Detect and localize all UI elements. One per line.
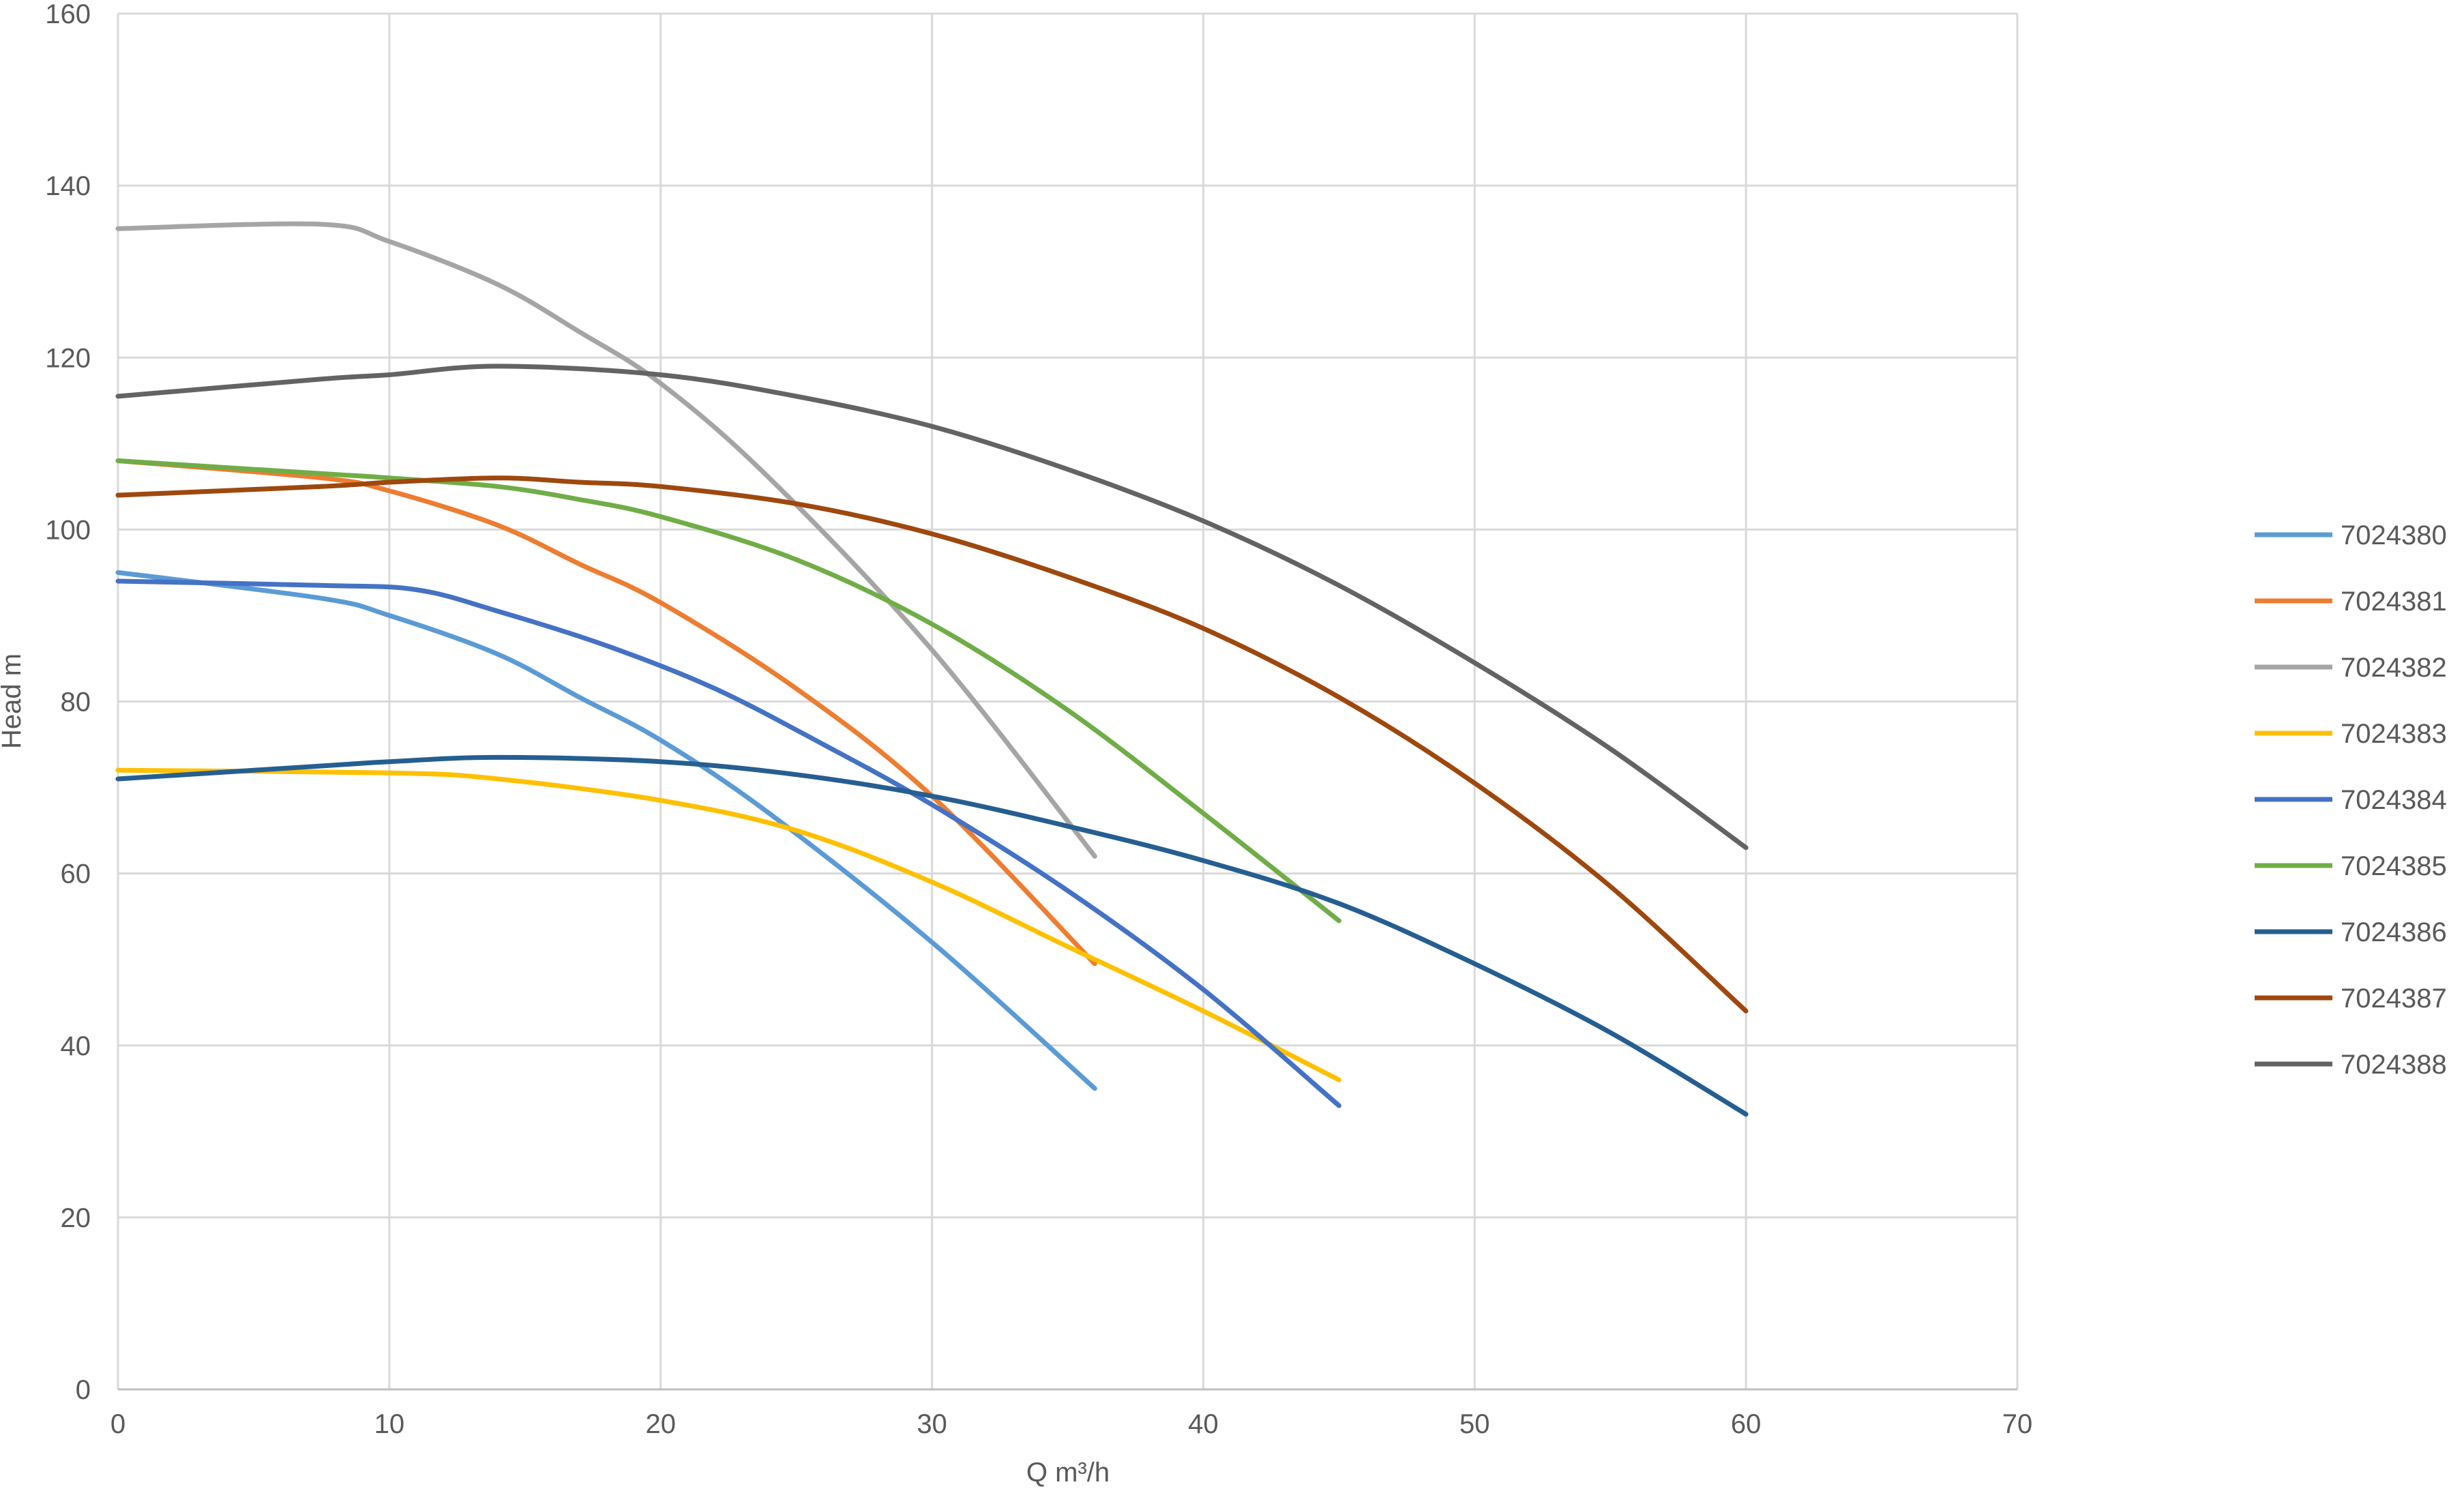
legend-label-7024388: 7024388 bbox=[2341, 1050, 2447, 1080]
y-tick-label: 160 bbox=[45, 0, 91, 29]
legend-label-7024383: 7024383 bbox=[2341, 719, 2447, 749]
series-line-7024388 bbox=[115, 364, 1749, 851]
legend-label-7024381: 7024381 bbox=[2341, 587, 2447, 617]
series-line-7024386 bbox=[115, 754, 1749, 1117]
y-tick-label: 60 bbox=[61, 859, 91, 889]
x-tick-label: 70 bbox=[2002, 1409, 2033, 1439]
y-axis-title: Head m bbox=[0, 653, 27, 749]
legend-label-7024384: 7024384 bbox=[2341, 785, 2447, 815]
series-lines bbox=[115, 221, 1749, 1117]
y-tick-label: 20 bbox=[61, 1203, 91, 1233]
series-line-7024387 bbox=[115, 475, 1749, 1014]
legend-label-7024380: 7024380 bbox=[2341, 520, 2447, 550]
series-line-7024382 bbox=[115, 221, 1097, 859]
x-tick-label: 40 bbox=[1188, 1409, 1219, 1439]
legend-label-7024382: 7024382 bbox=[2341, 653, 2447, 683]
y-tick-label: 40 bbox=[61, 1031, 91, 1061]
y-tick-label: 100 bbox=[45, 515, 91, 545]
series-line-7024383 bbox=[115, 767, 1341, 1082]
x-tick-label: 60 bbox=[1731, 1409, 1762, 1439]
x-tick-label: 20 bbox=[645, 1409, 676, 1439]
legend-label-7024385: 7024385 bbox=[2341, 851, 2447, 881]
legend-label-7024386: 7024386 bbox=[2341, 917, 2447, 947]
x-tick-label: 0 bbox=[110, 1409, 125, 1439]
y-tick-label: 0 bbox=[76, 1375, 91, 1405]
x-tick-label: 10 bbox=[374, 1409, 405, 1439]
legend-label-7024387: 7024387 bbox=[2341, 984, 2447, 1014]
x-tick-label: 50 bbox=[1459, 1409, 1490, 1439]
y-tick-label: 140 bbox=[45, 171, 91, 201]
series-line-7024384 bbox=[115, 578, 1341, 1108]
y-tick-label: 80 bbox=[61, 688, 91, 718]
legend: 7024380 7024381 7024382 7024383 7024384 70243… bbox=[2255, 520, 2447, 1080]
series-line-7024385 bbox=[115, 458, 1341, 924]
x-axis-title: Q m³/h bbox=[1026, 1458, 1110, 1488]
axes: 0 10 20 30 40 50 60 70 0 20 40 60 80 100 120 140 160 bbox=[45, 0, 2032, 1439]
series-line-7024380 bbox=[115, 570, 1097, 1091]
x-tick-label: 30 bbox=[917, 1409, 947, 1439]
y-tick-label: 120 bbox=[45, 343, 91, 373]
gridlines bbox=[117, 12, 2019, 1391]
